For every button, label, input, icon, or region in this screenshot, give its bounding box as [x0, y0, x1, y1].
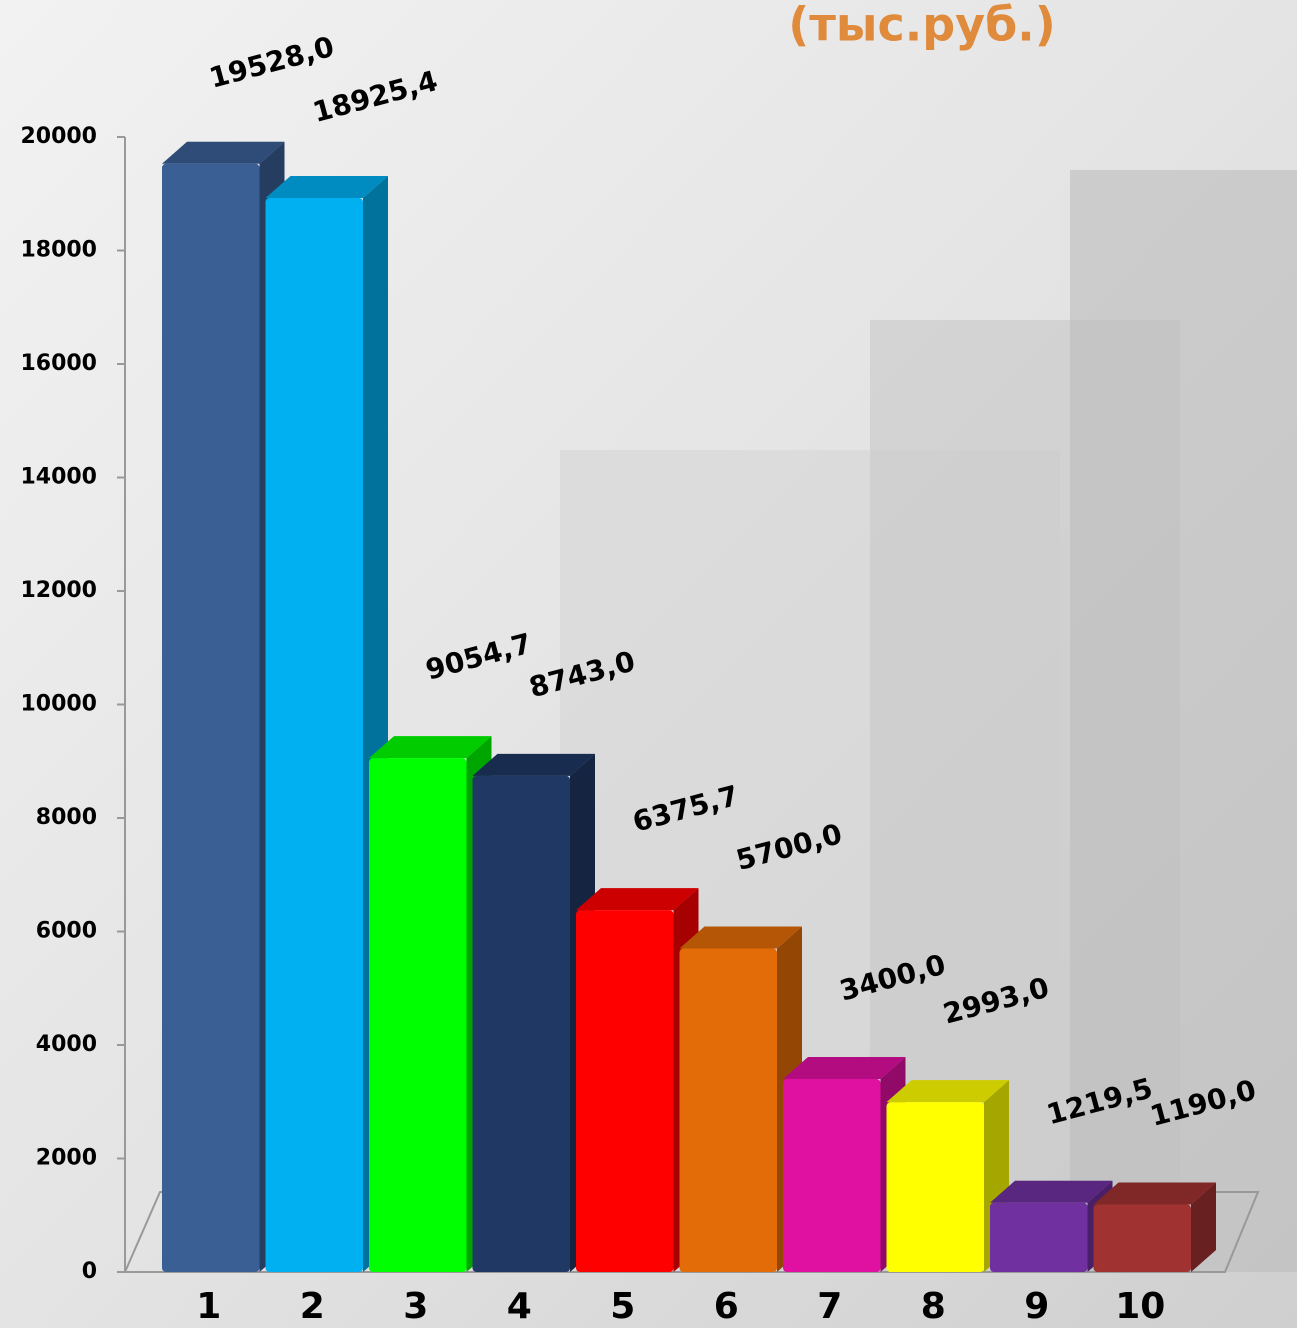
x-tick-label: 1 [196, 1286, 221, 1327]
bar-top [265, 175, 388, 198]
x-tick-label: 2 [300, 1286, 325, 1327]
x-tick-label: 5 [610, 1286, 635, 1327]
bar-top-shade [576, 888, 699, 911]
bar-side-shade [1191, 1182, 1216, 1272]
bar [265, 197, 363, 1273]
background-building [1070, 170, 1297, 1272]
bar-top-shade [369, 736, 492, 759]
bar-top [886, 1080, 1009, 1103]
x-tick-label: 7 [817, 1286, 842, 1327]
x-tick-label: 9 [1024, 1286, 1049, 1327]
bar-top [162, 141, 285, 164]
y-tick-label: 12000 [20, 578, 97, 603]
y-tick-label: 6000 [36, 919, 97, 944]
x-tick-label: 10 [1115, 1286, 1165, 1327]
y-tick-label: 2000 [36, 1146, 97, 1171]
bar-top-shade [265, 175, 388, 198]
bar [783, 1079, 881, 1272]
bar [369, 758, 467, 1272]
y-tick-label: 0 [82, 1259, 97, 1284]
x-tick-label: 8 [921, 1286, 946, 1327]
y-tick-label: 10000 [20, 692, 97, 717]
bar-top-shade [990, 1180, 1113, 1203]
y-tick-label: 16000 [20, 351, 97, 376]
bar [472, 775, 570, 1272]
bar-top-shade [472, 753, 595, 776]
y-tick-label: 18000 [20, 238, 97, 263]
bar [990, 1202, 1088, 1272]
bar-top [783, 1057, 906, 1080]
y-tick-label: 14000 [20, 465, 97, 490]
bar [886, 1102, 984, 1272]
bar-top [1093, 1182, 1216, 1205]
bar-top [472, 753, 595, 776]
bar-top-shade [162, 141, 285, 164]
bar-side [1191, 1182, 1216, 1272]
x-tick-label: 4 [507, 1286, 532, 1327]
bar-top [679, 926, 802, 949]
y-tick-label: 20000 [20, 124, 97, 149]
bar [679, 948, 777, 1272]
bar-top-shade [783, 1057, 906, 1080]
y-tick-label: 4000 [36, 1032, 97, 1057]
bar-top [369, 736, 492, 759]
chart-title: (тыс.руб.) [788, 0, 1056, 52]
bar [1093, 1204, 1191, 1272]
bar [162, 163, 260, 1272]
bar-top-shade [886, 1080, 1009, 1103]
bar [576, 910, 674, 1272]
bar-top-shade [1093, 1182, 1216, 1205]
x-tick-label: 6 [714, 1286, 739, 1327]
x-tick-label: 3 [403, 1286, 428, 1327]
bar-top [990, 1180, 1113, 1203]
bar-top-shade [679, 926, 802, 949]
y-tick-label: 8000 [36, 805, 97, 830]
bar-top [576, 888, 699, 911]
